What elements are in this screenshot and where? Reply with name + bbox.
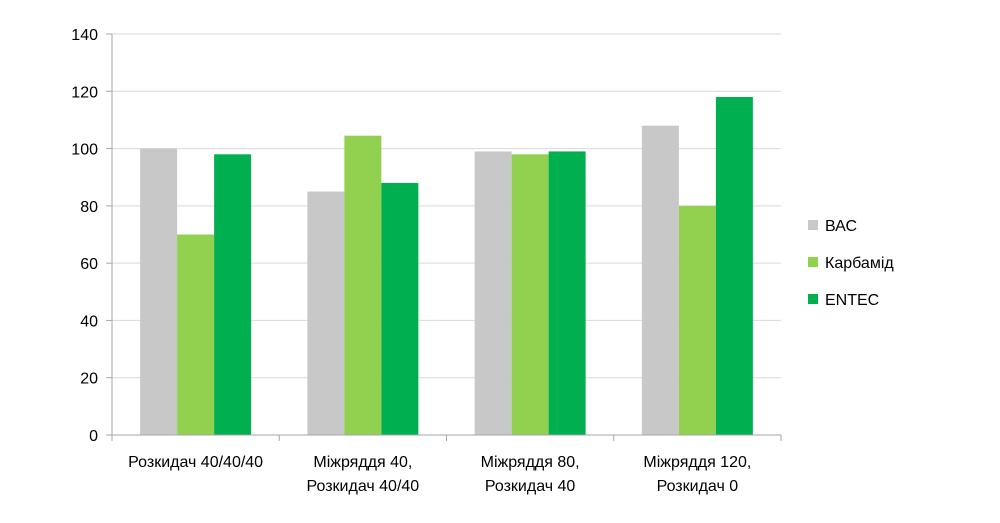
bar-ВАС-1 [307,191,345,435]
y-tick-label: 20 [80,371,98,388]
legend-label: ENTEC [825,292,879,309]
x-category-label: Міжряддя 40, [313,454,412,471]
legend-swatch [808,220,818,230]
bar-Карбамід-3 [678,205,716,435]
y-tick-label: 40 [80,313,98,330]
bar-Карбамід-1 [344,135,382,436]
x-category-label: Міжряддя 120, [643,454,751,471]
bar-Карбамід-0 [177,234,215,435]
bar-ENTEC-3 [715,97,753,435]
y-tick-label: 120 [71,84,98,101]
legend-label: ВАС [825,218,857,235]
legend-label: Карбамід [825,255,894,272]
x-axis [111,434,782,441]
bars [140,97,753,436]
bar-ВАС-3 [641,125,679,436]
y-tick-label: 0 [89,428,98,445]
x-category-label: Міжряддя 80, [481,454,580,471]
legend-swatch [808,257,818,267]
x-category-label: Розкидач 40 [485,478,576,495]
y-tick-label: 60 [80,256,98,273]
bar-ENTEC-2 [548,151,586,435]
x-category-label: Розкидач 40/40 [307,478,420,495]
bar-ENTEC-1 [381,182,419,435]
bar-ВАС-0 [140,148,178,436]
y-axis-ticks: 0 20 40 60 80 100 120 140 [71,27,113,445]
bar-Карбамід-2 [511,154,549,436]
legend: ВАС Карбамід ENTEC [808,218,894,309]
y-tick-label: 80 [80,199,98,216]
bar-ENTEC-0 [214,154,252,436]
legend-swatch [808,294,818,304]
y-tick-label: 140 [71,27,98,44]
x-category-label: Розкидач 40/40/40 [128,454,263,471]
bar-ВАС-2 [474,151,512,435]
y-tick-label: 100 [71,142,98,159]
x-category-label: Розкидач 0 [657,478,739,495]
x-axis-categories: Розкидач 40/40/40 Міжряддя 40, Розкидач 40… [128,454,751,495]
